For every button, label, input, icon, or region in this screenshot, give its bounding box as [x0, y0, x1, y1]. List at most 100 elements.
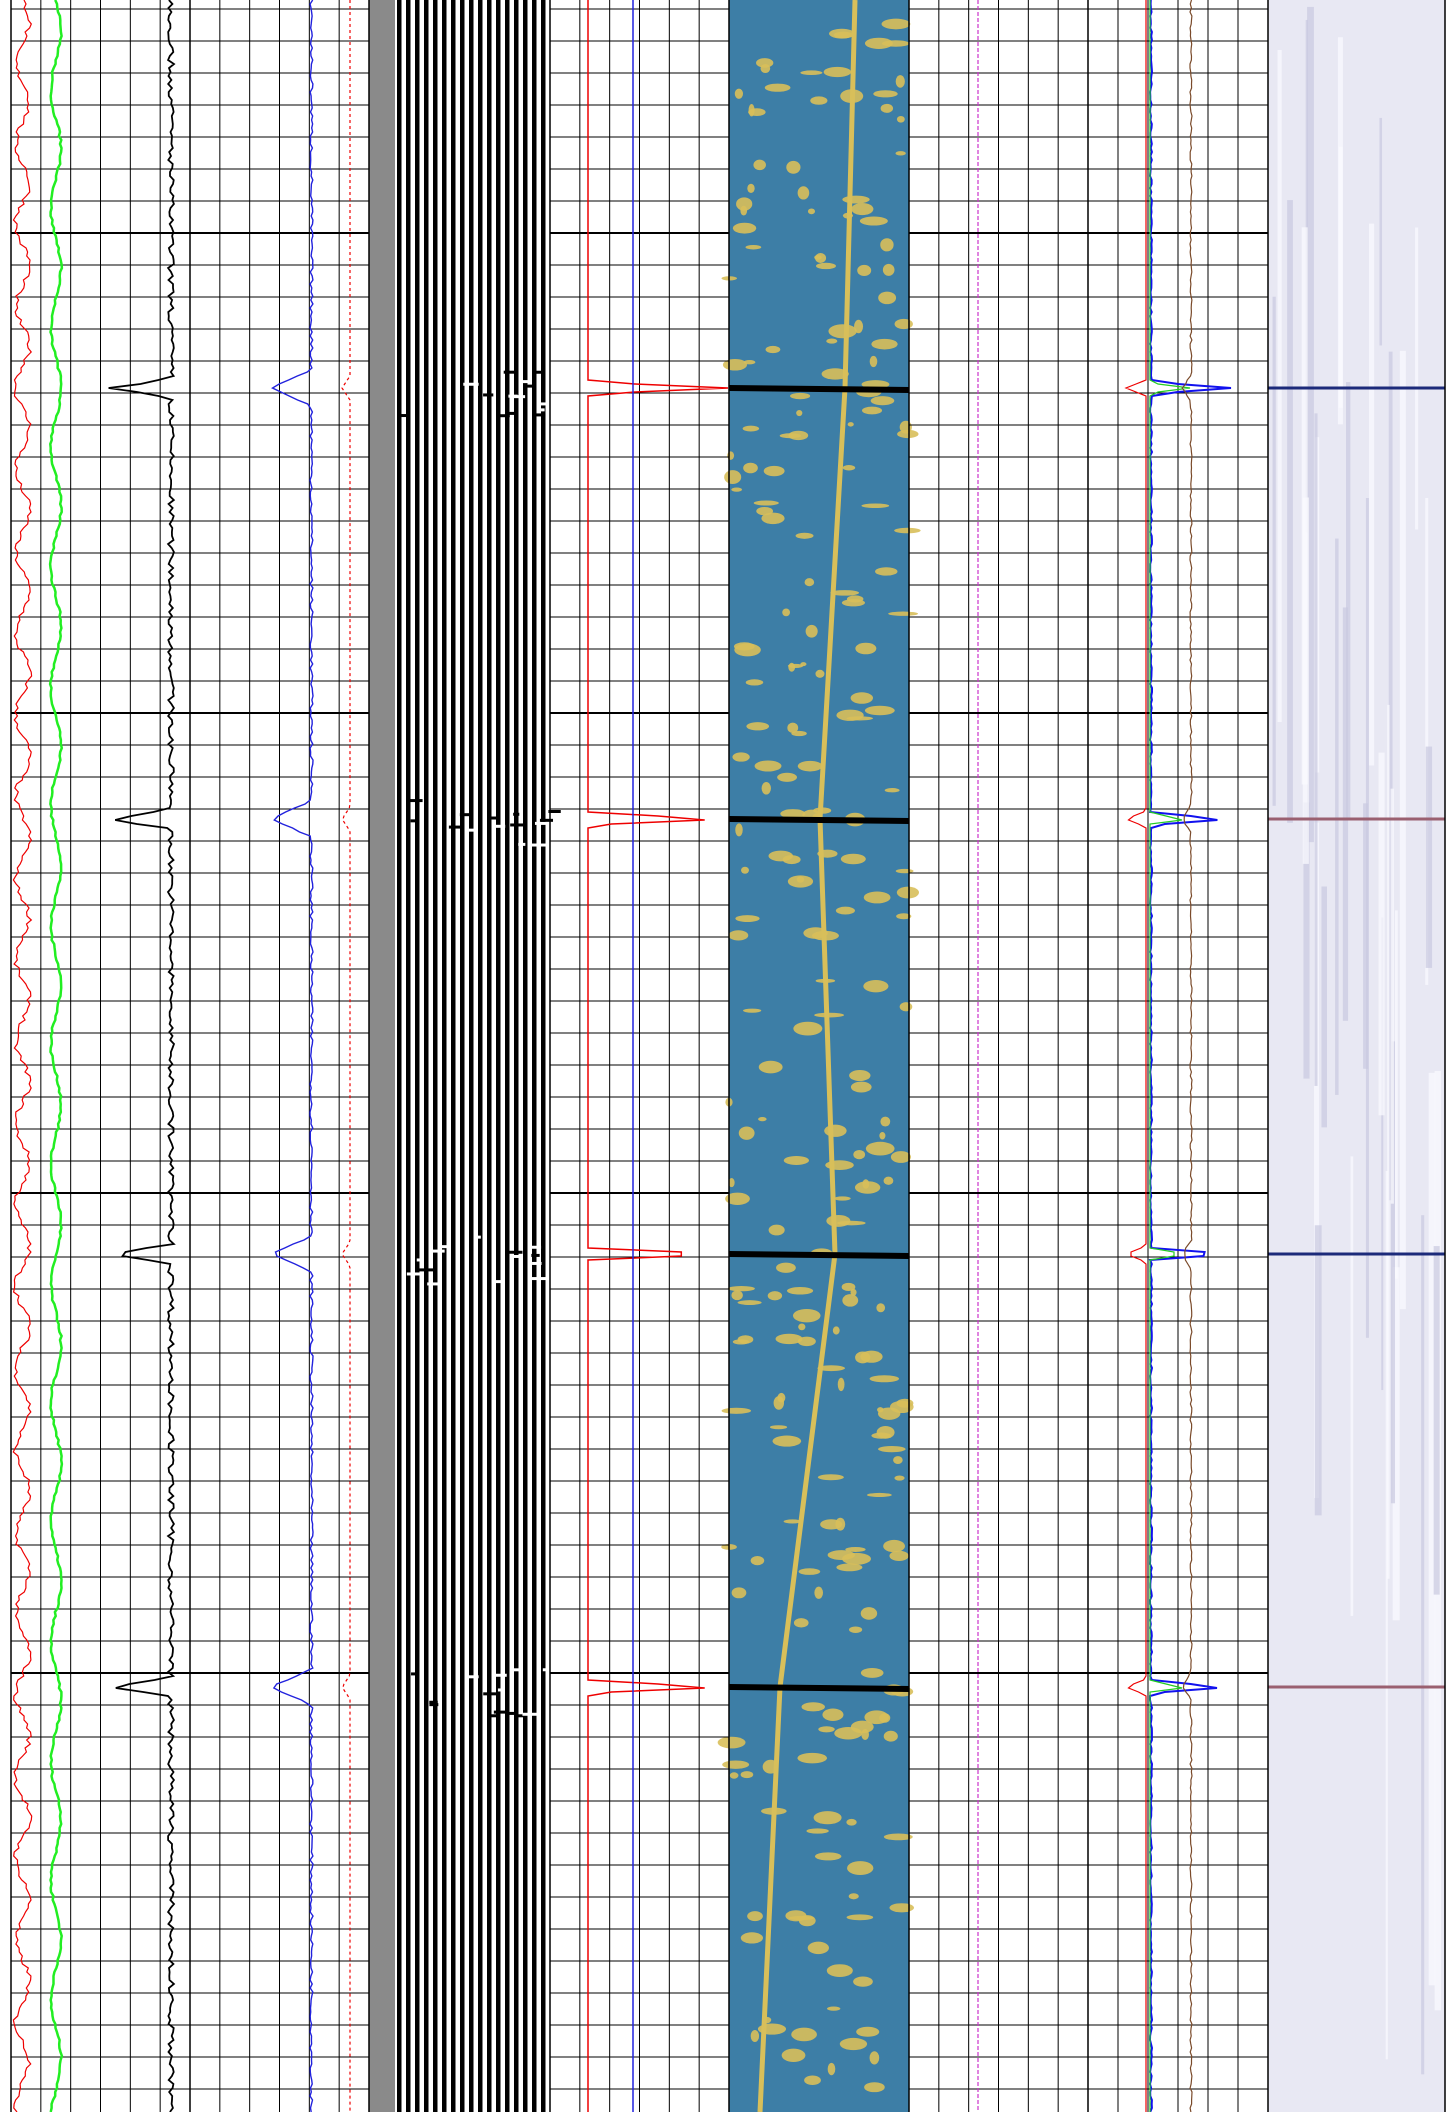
- curve-red-track4: [587, 0, 729, 2112]
- image-event: [728, 1684, 910, 1692]
- image-blob: [853, 1976, 873, 1987]
- image-blob: [864, 37, 893, 49]
- image-blob: [836, 709, 864, 721]
- image-blob: [767, 1291, 783, 1301]
- image-blob: [795, 532, 814, 539]
- stripe-noise: [410, 799, 423, 803]
- image-blob: [826, 1964, 853, 1978]
- image-blob: [753, 500, 779, 506]
- stripe: [496, 0, 501, 2112]
- stripe-noise: [497, 1688, 505, 1692]
- image-blob: [793, 1021, 823, 1036]
- image-blob: [839, 2037, 868, 2051]
- image-streak: [1387, 704, 1390, 1579]
- stripe-noise: [537, 402, 550, 406]
- stripe: [415, 0, 420, 2112]
- image-streak: [1342, 607, 1349, 1021]
- image-blob: [764, 83, 791, 92]
- image-blob: [861, 406, 883, 415]
- image-blob: [782, 608, 791, 617]
- image-blob: [860, 1667, 884, 1678]
- image-blob: [823, 66, 852, 78]
- image-blob: [899, 420, 912, 434]
- image-blob: [866, 1492, 892, 1498]
- image-blob: [850, 1288, 857, 1296]
- curve-blue: [271, 0, 314, 2112]
- image-blob: [899, 1002, 913, 1012]
- stripe-noise: [548, 810, 561, 814]
- stripe-noise: [537, 408, 545, 412]
- image-blob: [861, 380, 890, 389]
- stripe-noise: [511, 1668, 521, 1672]
- image-streak: [1287, 200, 1293, 823]
- image-blob: [869, 2051, 880, 2065]
- image-blob: [804, 578, 815, 587]
- stripe-noise: [483, 393, 494, 397]
- image-blob: [846, 1818, 857, 1826]
- image-blob: [883, 1176, 894, 1185]
- image-blob: [869, 355, 878, 368]
- image-blob: [736, 197, 753, 211]
- image-blob: [732, 1339, 750, 1345]
- image-blob: [835, 1517, 846, 1531]
- image-blob: [815, 669, 825, 678]
- image-blob: [725, 1192, 750, 1205]
- image-blob: [806, 1828, 829, 1834]
- image-blob: [846, 595, 864, 603]
- image-blob: [842, 195, 870, 204]
- image-blob: [826, 338, 838, 344]
- image-blob: [783, 1155, 810, 1165]
- image-track-blue: [729, 0, 909, 2112]
- image-blob: [743, 1008, 762, 1013]
- stripe-noise: [509, 1250, 523, 1254]
- image-blob: [732, 222, 757, 234]
- image-blob: [864, 2082, 885, 2093]
- stripe-noise: [467, 828, 475, 832]
- image-blob: [788, 430, 809, 441]
- image-blob: [793, 1618, 809, 1628]
- image-blob: [731, 1290, 743, 1301]
- image-blob: [851, 203, 874, 216]
- image-blob: [873, 90, 898, 98]
- image-blob: [745, 245, 762, 250]
- image-event: [728, 1251, 910, 1259]
- image-blob: [727, 451, 735, 460]
- image-blob: [827, 2006, 841, 2011]
- stripe-noise: [531, 1245, 542, 1249]
- image-blob: [850, 1081, 872, 1093]
- image-blob: [870, 396, 895, 406]
- image-blob: [817, 1365, 845, 1372]
- stripe-noise: [429, 1700, 438, 1704]
- image-blob: [881, 18, 911, 30]
- image-blob: [842, 1294, 859, 1307]
- stripe: [514, 0, 519, 2112]
- image-blob: [798, 1915, 816, 1927]
- image-blob: [814, 1586, 824, 1599]
- image-streak: [1314, 413, 1318, 1086]
- image-blob: [861, 503, 890, 509]
- image-blob: [792, 1308, 821, 1323]
- image-streak: [1277, 49, 1282, 723]
- image-blob: [804, 2075, 821, 2086]
- image-blob: [732, 752, 750, 762]
- stripe-noise: [535, 413, 546, 417]
- stripe-track-gray: [369, 0, 395, 2112]
- image-blob: [786, 160, 801, 174]
- image-blob: [805, 624, 818, 638]
- image-blob: [882, 263, 895, 276]
- stripe-noise: [399, 414, 408, 418]
- image-blob: [729, 1772, 739, 1779]
- image-streak: [1390, 788, 1394, 1204]
- image-event: [728, 816, 910, 824]
- image-blob: [787, 875, 814, 888]
- stripe-noise: [539, 818, 554, 822]
- image-blob: [853, 1149, 866, 1160]
- stripe-noise: [531, 843, 547, 847]
- image-blob: [797, 760, 823, 772]
- image-blob: [890, 1151, 911, 1163]
- image-blob: [855, 642, 877, 655]
- image-streak: [1392, 1267, 1400, 1621]
- image-streak: [1388, 351, 1393, 1201]
- image-blob: [735, 823, 743, 837]
- curve-black: [108, 0, 176, 2112]
